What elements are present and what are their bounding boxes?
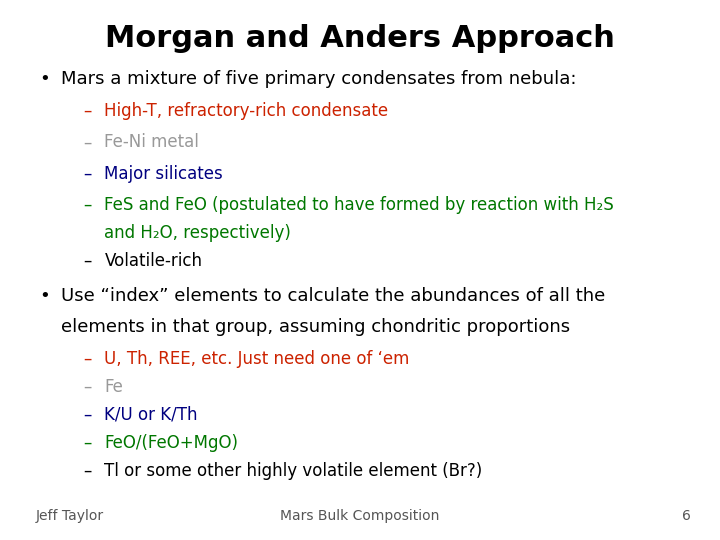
Text: K/U or K/Th: K/U or K/Th [104, 406, 198, 424]
Text: Fe: Fe [104, 377, 123, 396]
Text: –: – [83, 165, 91, 183]
Text: Mars a mixture of five primary condensates from nebula:: Mars a mixture of five primary condensat… [61, 70, 577, 88]
Text: 6: 6 [683, 509, 691, 523]
Text: elements in that group, assuming chondritic proportions: elements in that group, assuming chondri… [61, 318, 570, 336]
Text: Morgan and Anders Approach: Morgan and Anders Approach [105, 24, 615, 53]
Text: –: – [83, 462, 91, 480]
Text: •: • [40, 70, 50, 88]
Text: –: – [83, 102, 91, 120]
Text: FeS and FeO (postulated to have formed by reaction with H₂S: FeS and FeO (postulated to have formed b… [104, 196, 614, 214]
Text: and H₂O, respectively): and H₂O, respectively) [104, 224, 292, 241]
Text: U, Th, REE, etc. Just need one of ‘em: U, Th, REE, etc. Just need one of ‘em [104, 349, 410, 368]
Text: –: – [83, 133, 91, 151]
Text: FeO/(FeO+MgO): FeO/(FeO+MgO) [104, 434, 238, 452]
Text: Fe-Ni metal: Fe-Ni metal [104, 133, 199, 151]
Text: Major silicates: Major silicates [104, 165, 223, 183]
Text: •: • [40, 287, 50, 306]
Text: Tl or some other highly volatile element (Br?): Tl or some other highly volatile element… [104, 462, 482, 480]
Text: Volatile-rich: Volatile-rich [104, 252, 202, 270]
Text: –: – [83, 377, 91, 396]
Text: –: – [83, 196, 91, 214]
Text: Use “index” elements to calculate the abundances of all the: Use “index” elements to calculate the ab… [61, 287, 606, 306]
Text: High-T, refractory-rich condensate: High-T, refractory-rich condensate [104, 102, 389, 120]
Text: Jeff Taylor: Jeff Taylor [36, 509, 104, 523]
Text: Mars Bulk Composition: Mars Bulk Composition [280, 509, 440, 523]
Text: –: – [83, 252, 91, 270]
Text: –: – [83, 434, 91, 452]
Text: –: – [83, 406, 91, 424]
Text: –: – [83, 349, 91, 368]
